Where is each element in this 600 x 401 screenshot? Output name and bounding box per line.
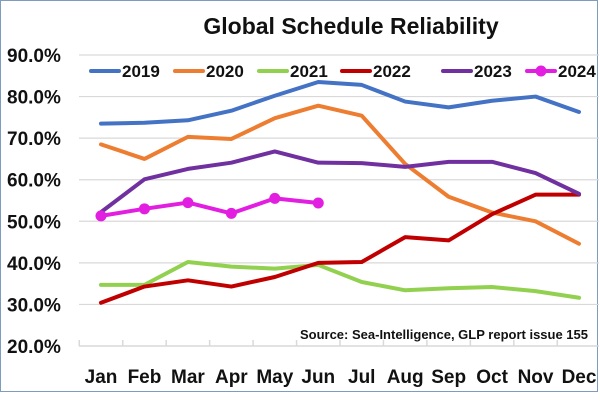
x-tick-label: Jan [85,367,118,388]
data-point-2024 [225,207,237,219]
y-tick-label: 90.0% [7,46,61,67]
legend-label: 2023 [474,62,512,81]
x-tick-label: Apr [215,367,248,388]
chart-title: Global Schedule Reliability [203,13,498,39]
x-tick-label: Feb [128,367,162,388]
y-tick-label: 70.0% [7,129,61,150]
y-tick-label: 80.0% [7,88,61,109]
data-point-2024 [138,203,150,215]
data-point-2024 [182,197,194,209]
legend-item-2019: 2019 [89,62,160,81]
series-line-2022 [99,192,581,305]
chart-frame: Global Schedule Reliability 90.0% 80.0% 70… [0,0,600,392]
x-tick-label: Sep [431,367,466,388]
legend-item-2022: 2022 [340,62,411,81]
x-tick-label: Aug [387,367,424,388]
legend-label: 2022 [373,62,411,81]
legend-label: 2019 [122,62,160,81]
y-tick-label: 20.0% [7,337,61,358]
series-lines [95,80,581,305]
legend-label: 2024 [558,62,596,81]
y-tick-label: 50.0% [7,212,61,233]
data-point-2024 [269,192,281,204]
x-tick-label: Mar [171,367,205,388]
legend-item-2020: 2020 [173,62,244,81]
source-annotation: Source: Sea-Intelligence, GLP report iss… [300,327,588,342]
x-tick-label: Dec [562,367,597,388]
series-line-2021 [99,260,581,300]
y-tick-label: 30.0% [7,295,61,316]
gridlines [79,54,599,306]
y-tick-label: 60.0% [7,171,61,192]
y-tick-label: 40.0% [7,254,61,275]
x-tick-label: Jul [348,367,375,388]
data-point-2024 [95,210,107,222]
x-tick-label: May [256,367,293,388]
legend-marker [535,65,547,77]
legend-label: 2021 [290,62,328,81]
y-axis-ticks: 90.0% 80.0% 70.0% 60.0% 50.0% 40.0% 30.0% 20.0% [7,46,61,358]
series-line-2020 [99,103,581,246]
series-line-2023 [99,149,581,215]
x-tick-label: Nov [518,367,554,388]
series-line-2024 [99,196,321,218]
x-tick-label: Jun [301,367,335,388]
x-tick-label: Oct [476,367,508,388]
legend-item-2023: 2023 [441,62,512,81]
legend-item-2024: 2024 [525,62,596,81]
series-line-2019 [99,80,581,126]
data-point-2024 [312,197,324,209]
legend: 2019 2020 2021 2022 2023 2024 [89,62,596,81]
legend-item-2021: 2021 [257,62,328,81]
x-axis: Jan Feb Mar Apr May Jun Jul Aug Sep Oct Nov Dec [78,340,600,388]
legend-label: 2020 [206,62,244,81]
